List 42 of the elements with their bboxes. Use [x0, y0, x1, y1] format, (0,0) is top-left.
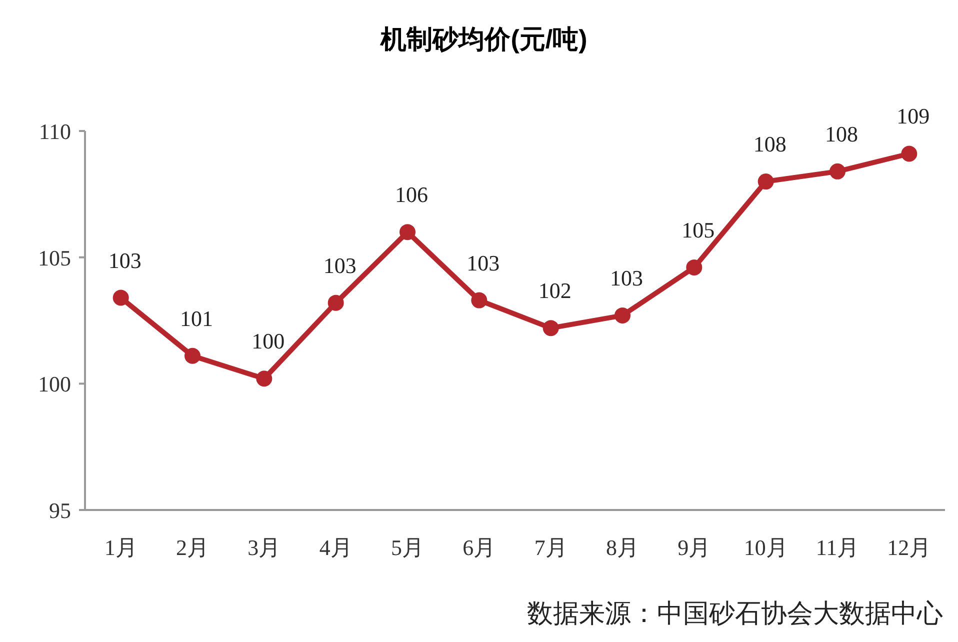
source-note: 数据来源：中国砂石协会大数据中心 [527, 599, 943, 628]
x-tick-label: 5月 [391, 535, 424, 560]
x-tick-label: 1月 [104, 535, 138, 560]
data-label: 103 [323, 252, 356, 278]
data-label: 108 [825, 121, 858, 146]
point [542, 320, 559, 336]
y-tick-label: 110 [38, 119, 71, 144]
data-label: 108 [753, 132, 786, 157]
point [256, 370, 272, 387]
data-label: 102 [538, 278, 572, 304]
chart-title: 机制砂均价(元/吨) [380, 24, 588, 54]
x-tick-label: 11月 [816, 535, 860, 560]
data-label: 101 [180, 306, 213, 331]
y-tick-label: 105 [38, 245, 71, 270]
y-tick-label: 95 [49, 498, 71, 523]
x-tick-label: 7月 [534, 535, 568, 560]
data-label: 105 [682, 217, 715, 242]
point [901, 146, 918, 162]
y-tick-label: 100 [38, 372, 71, 397]
x-tick-label: 2月 [176, 535, 209, 560]
x-tick-label: 9月 [678, 535, 711, 560]
point [471, 292, 488, 308]
point [400, 224, 416, 240]
point [830, 163, 846, 180]
point [614, 307, 630, 324]
point [758, 174, 774, 190]
x-tick-label: 6月 [462, 535, 496, 560]
x-tick-label: 3月 [248, 535, 281, 560]
point [184, 348, 200, 364]
data-label: 109 [896, 104, 930, 129]
x-tick-label: 4月 [319, 535, 352, 560]
x-tick-label: 10月 [744, 535, 788, 560]
x-tick-label: 8月 [606, 535, 639, 560]
point [328, 294, 344, 311]
point [112, 290, 129, 306]
data-label: 106 [395, 182, 428, 208]
data-label: 103 [108, 248, 142, 273]
data-label: 100 [252, 328, 285, 354]
x-tick-label: 12月 [887, 535, 932, 560]
data-label: 103 [466, 250, 500, 276]
data-label: 103 [610, 265, 643, 290]
point [686, 259, 702, 276]
